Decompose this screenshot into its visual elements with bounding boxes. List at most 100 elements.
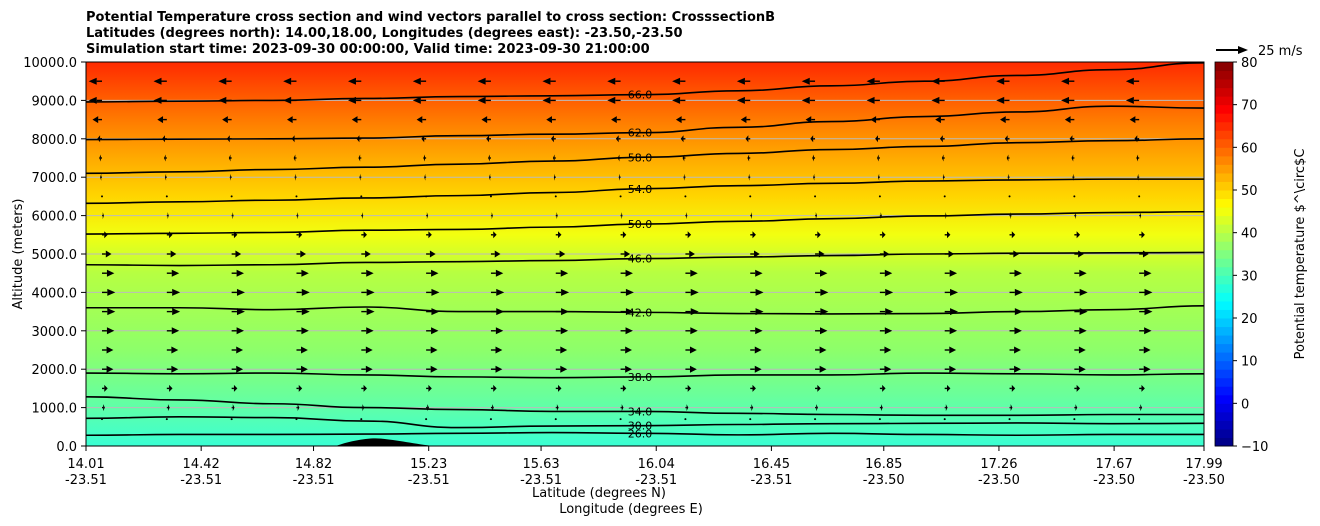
wind-vector-head bbox=[815, 212, 817, 220]
wind-vector-head bbox=[1069, 135, 1073, 143]
wind-vector-head bbox=[1141, 384, 1145, 392]
wind-vector-head bbox=[1141, 231, 1145, 239]
wind-vector-head bbox=[416, 116, 423, 124]
wind-vector-head bbox=[683, 173, 685, 181]
wind-vector-head bbox=[942, 173, 944, 181]
colorbar-band bbox=[1215, 87, 1233, 97]
contour-line bbox=[86, 372, 1204, 379]
wind-vector bbox=[749, 418, 752, 421]
wind-vector-head bbox=[301, 365, 308, 373]
x-tick-label-lon: -23.50 bbox=[1183, 473, 1225, 488]
contour-label: 38.0 bbox=[628, 371, 653, 384]
wind-vector-head bbox=[884, 365, 892, 373]
y-tick-label: 5000.0 bbox=[32, 248, 78, 263]
wind-vector-head bbox=[106, 327, 115, 335]
wind-vector-head bbox=[736, 77, 745, 85]
wind-vector-head bbox=[97, 135, 101, 143]
wind-vector-head bbox=[228, 154, 231, 162]
wind-vector-head bbox=[104, 231, 108, 239]
wind-vector bbox=[295, 418, 298, 421]
wind-vector bbox=[360, 418, 363, 421]
wind-vector-head bbox=[755, 269, 763, 277]
wind-vector-head bbox=[877, 173, 880, 181]
x-tick-label-lat: 17.67 bbox=[1096, 457, 1133, 472]
wind-vector bbox=[814, 418, 817, 421]
wind-vector bbox=[101, 195, 103, 198]
wind-vector-head bbox=[283, 77, 292, 85]
wind-vector-head bbox=[363, 384, 367, 392]
wind-vector-head bbox=[171, 365, 179, 373]
wind-vector bbox=[1138, 195, 1141, 198]
wind-vector bbox=[101, 418, 103, 421]
wind-vector-head bbox=[552, 154, 555, 162]
wind-vector-head bbox=[945, 212, 947, 220]
wind-vector bbox=[1073, 195, 1076, 198]
colorbar-band bbox=[1215, 352, 1233, 362]
wind-vector-head bbox=[1004, 135, 1008, 143]
wind-vector-head bbox=[1061, 96, 1070, 104]
wind-vector-head bbox=[431, 327, 439, 335]
wind-vector-head bbox=[1078, 346, 1086, 354]
colorbar-band bbox=[1215, 130, 1233, 140]
wind-vector-head bbox=[625, 269, 633, 277]
wind-vector-head bbox=[551, 135, 554, 143]
wind-vector-head bbox=[347, 96, 356, 104]
wind-vector-head bbox=[556, 404, 559, 412]
wind-vector-head bbox=[494, 250, 501, 258]
wind-vector-head bbox=[298, 384, 303, 392]
wind-vector-head bbox=[1014, 346, 1021, 354]
wind-vector-head bbox=[813, 173, 815, 181]
wind-vector-head bbox=[235, 250, 242, 258]
wind-vector-head bbox=[429, 250, 436, 258]
title: Potential Temperature cross section and … bbox=[86, 10, 775, 57]
y-tick-label: 8000.0 bbox=[32, 133, 78, 148]
wind-vector-head bbox=[819, 365, 827, 373]
wind-vector-head bbox=[817, 231, 821, 239]
wind-vector-head bbox=[362, 212, 364, 220]
wind-vector-head bbox=[365, 250, 371, 258]
wind-vector-head bbox=[946, 231, 951, 239]
wind-vector-head bbox=[489, 173, 491, 181]
colorbar-band bbox=[1215, 164, 1233, 174]
wind-vector-head bbox=[1000, 116, 1006, 124]
wind-vector-head bbox=[805, 116, 812, 124]
wind-vector-head bbox=[949, 327, 958, 335]
wind-vector bbox=[425, 195, 428, 198]
wind-vector-head bbox=[561, 288, 570, 296]
wind-vector-head bbox=[286, 116, 293, 124]
wind-vector-head bbox=[236, 327, 244, 335]
wind-vector-head bbox=[1010, 212, 1012, 220]
wind-vector-head bbox=[689, 365, 697, 373]
wind-vector-head bbox=[812, 154, 814, 162]
quiver-key-label: 25 m/s bbox=[1258, 44, 1303, 59]
colorbar-band bbox=[1215, 283, 1233, 293]
colorbar-tick-label: 40 bbox=[1241, 227, 1258, 242]
colorbar-band bbox=[1215, 232, 1233, 242]
wind-vector-head bbox=[621, 404, 624, 412]
wind-vector-head bbox=[356, 135, 360, 143]
wind-vector-head bbox=[421, 135, 425, 143]
wind-vector bbox=[230, 195, 233, 198]
wind-vector-head bbox=[687, 231, 692, 239]
wind-vector-head bbox=[301, 288, 310, 296]
colorbar-tick-label: 30 bbox=[1241, 269, 1258, 284]
wind-vector-head bbox=[105, 250, 112, 258]
colorbar-band bbox=[1215, 266, 1233, 276]
wind-vector-head bbox=[617, 154, 620, 162]
wind-vector-head bbox=[625, 288, 634, 296]
wind-vector-head bbox=[1079, 327, 1087, 335]
wind-vector-head bbox=[486, 135, 490, 143]
wind-vector-head bbox=[428, 384, 432, 392]
colorbar-band bbox=[1215, 394, 1233, 404]
wind-vector bbox=[619, 418, 622, 421]
y-axis: 0.0 1000.0 2000.0 3000.0 4000.0 5000.0 6000.0 7… bbox=[23, 56, 86, 455]
contours: 26.030.0 34.0 38.0 42.0 46.0 50.0 54.0 58.0 62.0… bbox=[86, 62, 1204, 440]
wind-vector-head bbox=[625, 346, 632, 354]
wind-vector-head bbox=[493, 231, 497, 239]
wind-vector-head bbox=[820, 288, 829, 296]
wind-vector-head bbox=[300, 250, 306, 258]
colorbar-band bbox=[1215, 198, 1233, 208]
wind-vector-head bbox=[946, 384, 951, 392]
wind-vector-head bbox=[690, 308, 699, 316]
wind-vector bbox=[943, 195, 946, 198]
